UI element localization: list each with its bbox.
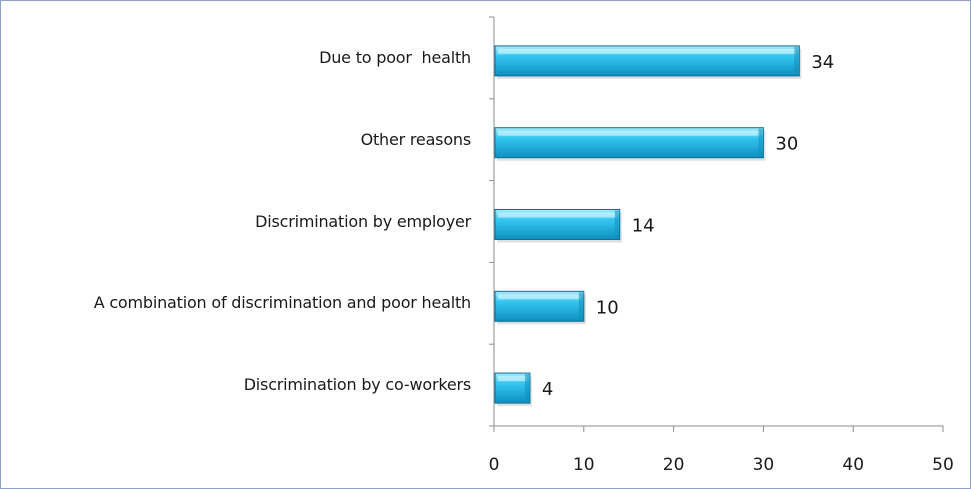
category-label: Due to poor health [319, 47, 471, 67]
bar-group [494, 45, 802, 79]
bar-group [494, 372, 532, 407]
category-label: Discrimination by co-workers [243, 375, 472, 395]
x-tick-label: 30 [753, 455, 775, 475]
bar-highlight [498, 48, 797, 54]
axes [489, 16, 944, 432]
bar-end-cap [758, 128, 763, 157]
data-labels: 34 30 14 10 4 [542, 52, 834, 400]
bar-group [494, 127, 766, 161]
bar-end-cap [614, 210, 619, 239]
bar-group [494, 290, 586, 325]
bar-group [494, 209, 622, 243]
data-label: 14 [632, 216, 655, 237]
data-label: 34 [811, 52, 834, 73]
bar-highlight [498, 130, 761, 136]
bar-highlight [498, 294, 581, 300]
data-label: 30 [775, 134, 798, 155]
x-tick-label: 50 [932, 455, 954, 475]
x-tick-label: 10 [573, 455, 595, 475]
x-tick-label: 40 [842, 455, 864, 475]
bar-end-cap [524, 374, 529, 403]
x-axis-tick-labels: 0 10 20 30 40 50 [489, 455, 954, 475]
x-tick-label: 0 [489, 455, 500, 475]
category-label: Other reasons [360, 129, 472, 149]
bars [494, 45, 802, 407]
x-tick-label: 20 [663, 455, 685, 475]
data-label: 10 [596, 297, 619, 318]
category-label: A combination of discrimination and poor… [93, 293, 471, 313]
category-label: Discrimination by employer [255, 211, 471, 231]
bar-highlight [498, 212, 617, 218]
bar-highlight [498, 376, 527, 382]
bar-end-cap [578, 292, 583, 321]
data-label: 4 [542, 379, 553, 400]
bar-end-cap [794, 46, 799, 75]
